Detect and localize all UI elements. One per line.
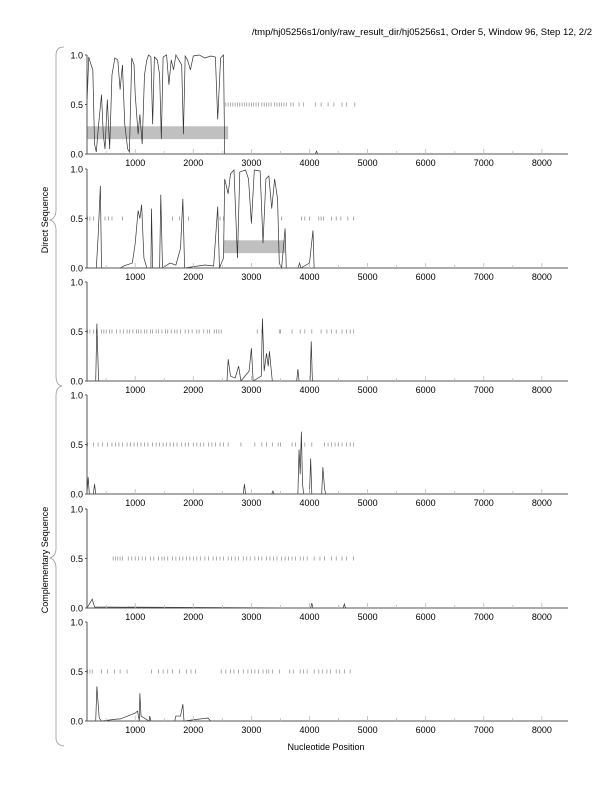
x-tick-label: 3000 [241,612,261,622]
y-tick-label: 1.0 [70,391,83,401]
y-tick-label: 0.0 [70,150,83,160]
y-tick-label: 0.5 [70,327,83,337]
x-tick-label: 3000 [241,498,261,508]
x-tick-label: 4000 [299,272,319,282]
x-tick-label: 7000 [474,158,494,168]
x-tick-label: 4000 [299,385,319,395]
x-tick-label: 1000 [125,612,145,622]
x-tick-label: 1000 [125,725,145,735]
y-tick-label: 1.0 [70,51,83,61]
x-tick-label: 2000 [183,272,203,282]
y-tick-label: 0.0 [70,377,83,387]
panel-5: 0.0 0.5 1.0 1000 2000 3000 4000 5000 6000 7000 800… [70,505,568,622]
panel-4: 0.0 0.5 1.0 1000 2000 3000 4000 5000 6000 7000 800… [70,391,568,508]
x-tick-label: 3000 [241,385,261,395]
y-tick-label: 1.0 [70,618,83,628]
x-tick-label: 7000 [474,272,494,282]
y-tick-label: 0.0 [70,717,83,727]
x-tick-label: 6000 [416,725,436,735]
x-tick-label: 2000 [183,498,203,508]
x-tick-label: 2000 [183,725,203,735]
x-tick-label: 5000 [358,612,378,622]
y-tick-label: 0.0 [70,604,83,614]
x-tick-label: 2000 [183,612,203,622]
x-tick-label: 7000 [474,385,494,395]
x-tick-label: 1000 [125,158,145,168]
y-tick-label: 0.5 [70,554,83,564]
x-tick-label: 2000 [183,385,203,395]
x-tick-label: 3000 [241,725,261,735]
panel-6: 0.0 0.5 1.0 1000 2000 3000 4000 5000 6000 7000 800… [70,618,568,735]
direct-sequence-brace: Direct Sequence [40,46,65,387]
y-tick-label: 0.0 [70,264,83,274]
x-tick-label: 6000 [416,158,436,168]
x-tick-label: 6000 [416,385,436,395]
x-tick-label: 8000 [532,158,552,168]
x-tick-label: 6000 [416,272,436,282]
coding-region [87,126,229,140]
complementary-sequence-brace: Complementary Sequence [40,385,65,747]
x-tick-label: 4000 [299,725,319,735]
x-tick-label: 8000 [532,385,552,395]
coding-potential-line [87,686,356,722]
x-tick-label: 6000 [416,612,436,622]
x-tick-label: 4000 [299,498,319,508]
coding-potential-line [87,318,356,382]
x-tick-label: 5000 [358,725,378,735]
coding-potential-line [87,169,356,270]
x-tick-label: 7000 [474,612,494,622]
coding-potential-line [86,431,356,495]
x-tick-label: 7000 [474,498,494,508]
x-tick-label: 2000 [183,158,203,168]
x-tick-label: 1000 [125,385,145,395]
y-tick-label: 0.5 [70,440,83,450]
x-axis-label: Nucleotide Position [287,742,364,752]
x-tick-label: 1000 [125,498,145,508]
x-tick-label: 4000 [299,158,319,168]
x-tick-label: 8000 [532,725,552,735]
coding-potential-line [86,598,356,609]
x-tick-label: 8000 [532,612,552,622]
y-tick-label: 1.0 [70,505,83,515]
y-tick-label: 1.0 [70,165,83,175]
x-tick-label: 3000 [241,272,261,282]
x-tick-label: 7000 [474,725,494,735]
x-tick-label: 5000 [358,272,378,282]
chart-title: /tmp/hj05256s1/only/raw_result_dir/hj052… [252,27,592,38]
y-tick-label: 1.0 [70,278,83,288]
x-tick-label: 1000 [125,272,145,282]
complementary-sequence-label: Complementary Sequence [40,507,50,614]
y-tick-label: 0.5 [70,214,83,224]
x-tick-label: 5000 [358,385,378,395]
x-tick-label: 8000 [532,498,552,508]
x-tick-label: 5000 [358,498,378,508]
coding-potential-line [86,53,356,155]
y-tick-label: 0.5 [70,100,83,110]
coding-region [223,240,286,254]
y-tick-label: 0.5 [70,667,83,677]
x-tick-label: 4000 [299,612,319,622]
y-tick-label: 0.0 [70,490,83,500]
panel-2: 0.0 0.5 1.0 1000 2000 3000 4000 5000 6000 7000 800… [70,165,568,282]
x-tick-label: 8000 [532,272,552,282]
panel-1: 0.0 0.5 1.0 1000 2000 3000 4000 5000 6000 7000 800… [70,51,568,168]
direct-sequence-label: Direct Sequence [40,187,50,254]
x-tick-label: 6000 [416,498,436,508]
x-tick-label: 5000 [358,158,378,168]
x-tick-label: 3000 [241,158,261,168]
panel-3: 0.0 0.5 1.0 1000 2000 3000 4000 5000 6000 7000 800… [70,278,568,395]
